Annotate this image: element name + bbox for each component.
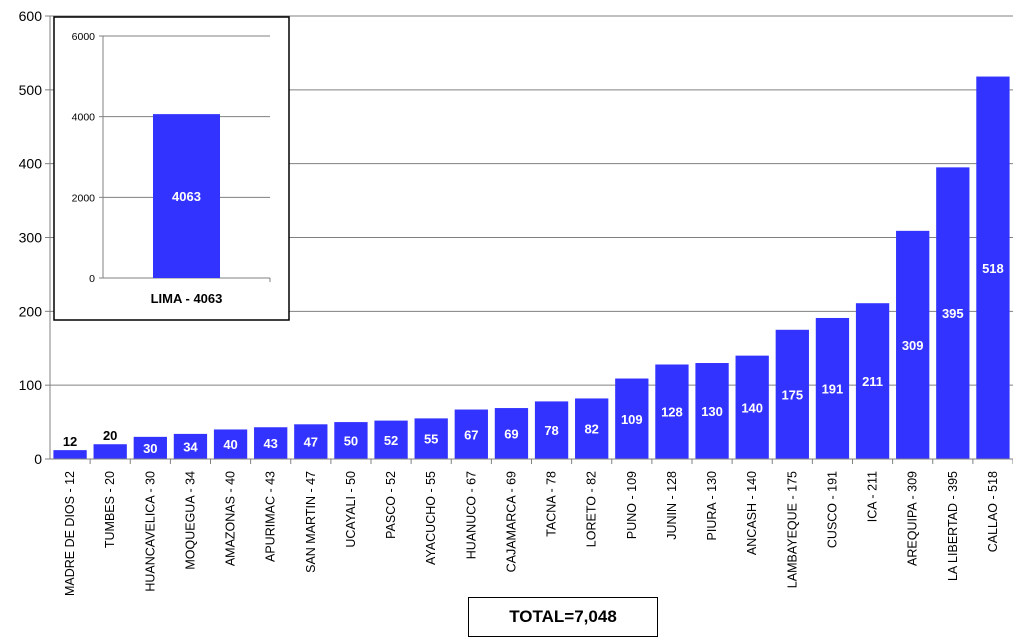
inset-y-tick-label: 0 [89, 273, 95, 285]
data-label: 82 [584, 422, 598, 437]
inset-y-tick-label: 4000 [72, 112, 96, 124]
data-label: 47 [304, 435, 318, 450]
data-label: 109 [621, 412, 643, 427]
y-tick-label: 0 [34, 451, 42, 467]
x-category-label: APURIMAC - 43 [264, 471, 278, 562]
main-axes [49, 16, 1013, 464]
data-label: 128 [661, 405, 683, 420]
data-label: 191 [822, 381, 844, 396]
data-label: 130 [701, 404, 723, 419]
data-label: 20 [103, 428, 117, 443]
inset-category-label: LIMA - 4063 [151, 291, 223, 306]
data-label: 395 [942, 306, 964, 321]
total-label: TOTAL=7,048 [468, 597, 658, 637]
y-tick-label: 400 [19, 156, 43, 172]
x-category-label: HUANCAVELICA - 30 [143, 471, 157, 592]
bar [374, 420, 408, 459]
x-category-label: JUNIN - 128 [665, 471, 679, 540]
bar [93, 444, 127, 459]
bar [695, 363, 729, 459]
x-category-label: MADRE DE DIOS - 12 [63, 471, 77, 596]
bar [133, 436, 167, 459]
data-label: 309 [902, 338, 924, 353]
y-tick-label: 200 [19, 303, 43, 319]
bar [976, 76, 1010, 459]
data-label: 12 [63, 434, 77, 449]
main-x-axis-categories: MADRE DE DIOS - 12 TUMBES - 20 HUANCAVELIC… [63, 471, 1000, 596]
x-category-label: TUMBES - 20 [103, 471, 117, 548]
x-category-label: CAJAMARCA - 69 [504, 471, 518, 572]
bar [494, 408, 529, 459]
bar [775, 329, 809, 459]
bar [454, 409, 488, 459]
inset-bar [153, 114, 220, 278]
y-tick-label: 300 [19, 230, 43, 246]
x-category-label: TACNA - 78 [545, 471, 559, 537]
data-label: 50 [344, 434, 358, 449]
bar [815, 317, 850, 459]
data-label: 34 [183, 439, 198, 454]
x-category-label: ICA - 211 [866, 471, 880, 522]
bar [936, 167, 970, 459]
x-category-label: PIURA - 130 [705, 471, 719, 541]
inset-y-tick-label: 6000 [72, 31, 96, 43]
x-category-label: AYACUCHO - 55 [424, 471, 438, 565]
data-label: 43 [263, 436, 277, 451]
data-label: 518 [982, 261, 1004, 276]
bar [855, 303, 890, 459]
x-category-label: HUANUCO - 67 [464, 471, 478, 559]
data-label: 40 [223, 437, 237, 452]
main-data-labels: 12 20 30 34 40 43 47 50 52 55 67 69 78 82 109 128 130 140… [63, 261, 1004, 456]
inset-chart: 0 2000 4000 6000 4063 LIMA - 4063 [53, 16, 290, 321]
bar [334, 422, 368, 459]
bar [173, 433, 208, 459]
x-category-label: LORETO - 82 [585, 471, 599, 547]
x-category-label: AMAZONAS - 40 [224, 471, 238, 566]
data-label: 211 [862, 374, 883, 389]
y-tick-label: 600 [19, 8, 43, 24]
bar [735, 355, 769, 459]
bar [655, 364, 689, 459]
bar [254, 427, 288, 459]
x-category-label: PUNO - 109 [625, 471, 639, 539]
bar [53, 450, 87, 459]
bar [896, 230, 930, 459]
main-y-axis-ticks: 0 100 200 300 400 500 600 [19, 8, 50, 467]
x-category-label: UCAYALI - 50 [344, 471, 358, 548]
data-label: 55 [424, 432, 438, 447]
x-category-label: MOQUEGUA - 34 [183, 471, 197, 570]
x-category-label: SAN MARTIN - 47 [304, 471, 318, 573]
bar [294, 424, 328, 459]
x-category-label: CALLAO - 518 [986, 471, 1000, 552]
y-tick-label: 500 [19, 82, 43, 98]
x-category-label: CUSCO - 191 [825, 471, 839, 548]
inset-data-label: 4063 [172, 189, 201, 204]
bar [213, 429, 248, 459]
data-label: 69 [504, 427, 518, 442]
bar [575, 398, 609, 459]
x-category-label: ANCASH - 140 [745, 471, 759, 555]
inset-y-tick-label: 2000 [72, 192, 96, 204]
x-category-label: PASCO - 52 [384, 471, 398, 539]
bar [534, 401, 569, 459]
data-label: 52 [384, 433, 398, 448]
x-category-label: LAMBAYEQUE - 175 [785, 471, 799, 588]
data-label: 30 [143, 441, 157, 456]
data-label: 140 [741, 400, 763, 415]
data-label: 175 [781, 387, 803, 402]
y-tick-label: 100 [19, 377, 43, 393]
bar [414, 418, 448, 459]
x-category-label: LA LIBERTAD - 395 [946, 471, 960, 581]
main-bars [53, 76, 1010, 459]
data-label: 67 [464, 427, 478, 442]
data-label: 78 [544, 423, 558, 438]
x-category-label: AREQUIPA - 309 [906, 471, 920, 566]
bar [615, 378, 649, 459]
